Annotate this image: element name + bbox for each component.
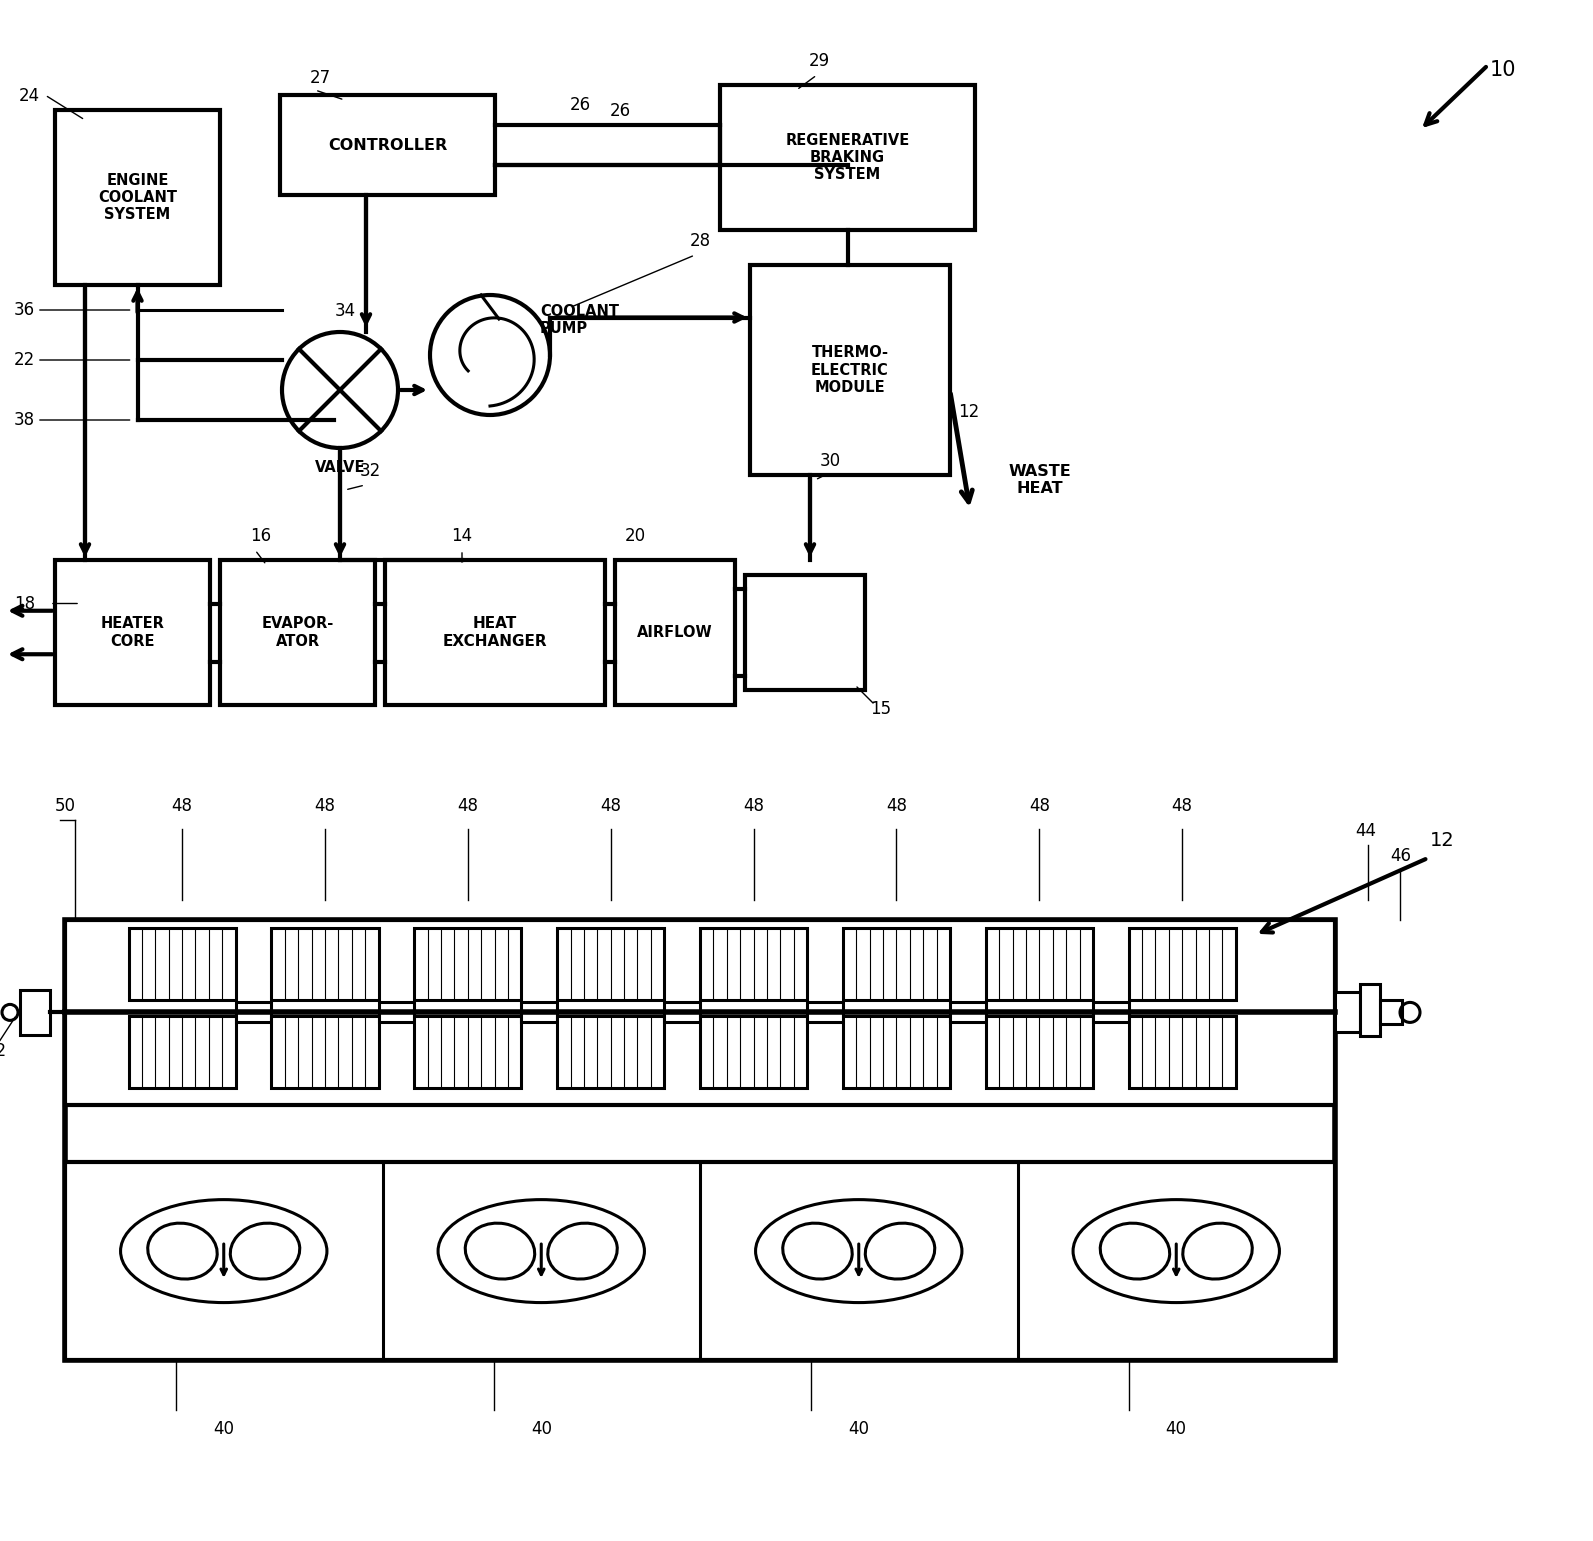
- Bar: [379, 1002, 414, 1022]
- Bar: [1128, 928, 1236, 1000]
- Bar: [558, 1017, 664, 1088]
- Text: 36: 36: [14, 300, 35, 319]
- Text: 28: 28: [690, 233, 710, 250]
- Text: 48: 48: [1029, 797, 1050, 815]
- Text: 24: 24: [19, 86, 40, 105]
- Bar: [65, 920, 1335, 1361]
- Text: 48: 48: [1172, 797, 1193, 815]
- Text: HEAT
EXCHANGER: HEAT EXCHANGER: [443, 616, 548, 649]
- Bar: [271, 928, 379, 1000]
- Text: 40: 40: [530, 1419, 551, 1438]
- Ellipse shape: [548, 1224, 616, 1279]
- Ellipse shape: [231, 1224, 299, 1279]
- Bar: [21, 989, 49, 1036]
- Bar: [1093, 1002, 1128, 1022]
- Text: COOLANT
PUMP: COOLANT PUMP: [540, 304, 620, 336]
- Text: 48: 48: [601, 797, 621, 815]
- Bar: [386, 559, 605, 704]
- Ellipse shape: [755, 1199, 962, 1302]
- Text: 48: 48: [457, 797, 478, 815]
- Bar: [986, 928, 1093, 1000]
- Bar: [521, 1002, 558, 1022]
- Text: 44: 44: [1356, 821, 1376, 840]
- Text: 50: 50: [56, 797, 76, 815]
- Bar: [949, 1002, 986, 1022]
- Text: 10: 10: [1489, 60, 1517, 80]
- Bar: [746, 575, 865, 690]
- Bar: [843, 1017, 949, 1088]
- Text: 20: 20: [624, 527, 647, 546]
- Text: 40: 40: [1166, 1419, 1187, 1438]
- Text: 46: 46: [1391, 848, 1411, 865]
- Bar: [271, 1017, 379, 1088]
- Bar: [615, 559, 734, 704]
- Bar: [750, 265, 949, 475]
- Text: EVAPOR-
ATOR: EVAPOR- ATOR: [261, 616, 333, 649]
- Ellipse shape: [865, 1224, 935, 1279]
- Ellipse shape: [1182, 1224, 1252, 1279]
- Text: THERMO-
ELECTRIC
MODULE: THERMO- ELECTRIC MODULE: [811, 345, 889, 394]
- Text: 48: 48: [886, 797, 906, 815]
- Bar: [1360, 985, 1380, 1037]
- Bar: [56, 109, 220, 285]
- Bar: [280, 96, 495, 196]
- Text: 12: 12: [957, 404, 980, 421]
- Text: 32: 32: [360, 462, 381, 479]
- Bar: [414, 1017, 521, 1088]
- Text: 40: 40: [213, 1419, 234, 1438]
- Bar: [236, 1002, 271, 1022]
- Ellipse shape: [438, 1199, 645, 1302]
- Ellipse shape: [1074, 1199, 1279, 1302]
- Bar: [1380, 1000, 1402, 1025]
- Text: 15: 15: [870, 700, 890, 718]
- Bar: [414, 928, 521, 1000]
- Bar: [220, 559, 374, 704]
- Text: HEATER
CORE: HEATER CORE: [100, 616, 164, 649]
- Bar: [129, 1017, 236, 1088]
- Text: AIRFLOW: AIRFLOW: [637, 626, 712, 640]
- Bar: [65, 920, 1335, 1105]
- Text: WASTE
HEAT: WASTE HEAT: [1008, 464, 1072, 496]
- Bar: [1128, 1017, 1236, 1088]
- Ellipse shape: [121, 1199, 327, 1302]
- Text: 22: 22: [14, 351, 35, 368]
- Bar: [664, 1002, 699, 1022]
- Bar: [720, 85, 975, 230]
- Bar: [699, 928, 808, 1000]
- Text: VALVE: VALVE: [315, 461, 365, 475]
- Bar: [558, 928, 664, 1000]
- Bar: [65, 1162, 1335, 1361]
- Ellipse shape: [782, 1224, 852, 1279]
- Bar: [129, 928, 236, 1000]
- Bar: [1335, 992, 1360, 1032]
- Bar: [56, 559, 210, 704]
- Text: 34: 34: [335, 302, 357, 321]
- Text: 29: 29: [809, 52, 830, 69]
- Text: 26: 26: [569, 96, 591, 114]
- Text: 38: 38: [14, 411, 35, 428]
- Text: 42: 42: [0, 1042, 6, 1060]
- Text: 48: 48: [742, 797, 765, 815]
- Text: CONTROLLER: CONTROLLER: [328, 137, 448, 153]
- Text: 12: 12: [1431, 831, 1454, 851]
- Text: 48: 48: [172, 797, 193, 815]
- Text: 18: 18: [14, 595, 35, 612]
- Bar: [808, 1002, 843, 1022]
- Ellipse shape: [465, 1224, 535, 1279]
- Text: 26: 26: [610, 102, 631, 120]
- Ellipse shape: [148, 1224, 217, 1279]
- Text: 27: 27: [311, 69, 331, 86]
- Text: 48: 48: [314, 797, 336, 815]
- Bar: [843, 928, 949, 1000]
- Text: 30: 30: [820, 452, 841, 470]
- Text: REGENERATIVE
BRAKING
SYSTEM: REGENERATIVE BRAKING SYSTEM: [785, 133, 910, 182]
- Ellipse shape: [1101, 1224, 1169, 1279]
- Text: 40: 40: [847, 1419, 870, 1438]
- Bar: [986, 1017, 1093, 1088]
- Text: 16: 16: [250, 527, 271, 546]
- Bar: [699, 1017, 808, 1088]
- Text: 14: 14: [451, 527, 472, 546]
- Text: ENGINE
COOLANT
SYSTEM: ENGINE COOLANT SYSTEM: [99, 173, 177, 222]
